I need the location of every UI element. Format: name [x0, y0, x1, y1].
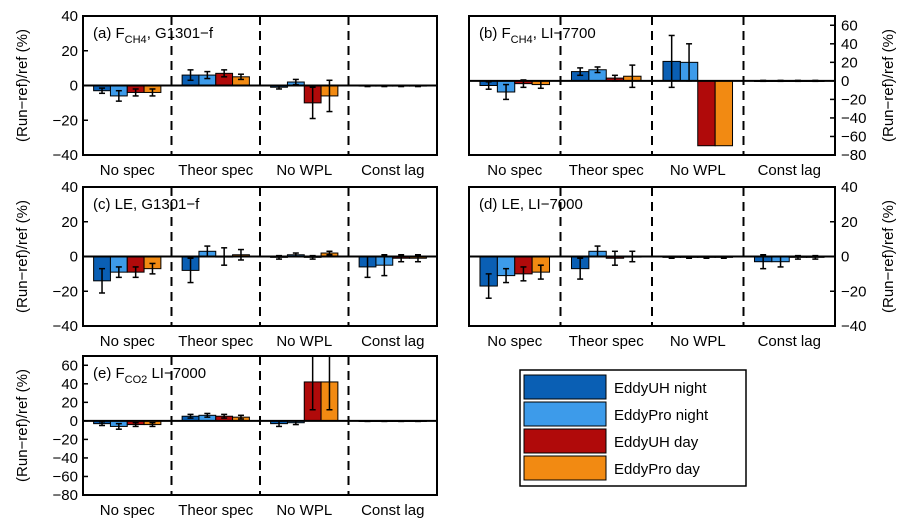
panel-a: −40 −20 0 20 40 (Run−ref)/ref (%) No spec Theor…	[14, 8, 438, 179]
category-label: No WPL	[276, 502, 332, 519]
category-label: Theor spec	[569, 162, 645, 179]
y-tick-label: 0	[841, 249, 849, 266]
category-label: Theor spec	[178, 333, 254, 350]
y-tick-label: −40	[53, 450, 78, 467]
panel-title: (a) FCH4, G1301−f	[93, 25, 214, 46]
legend-swatch	[523, 374, 607, 400]
y-tick-label: −80	[841, 147, 866, 164]
category-label: Const lag	[758, 162, 821, 179]
y-axis-label: (Run−ref)/ref (%)	[14, 200, 31, 313]
category-label: Theor spec	[569, 333, 645, 350]
category-label: No spec	[100, 162, 156, 179]
legend-swatch	[523, 428, 607, 454]
y-tick-label: −60	[53, 468, 78, 485]
y-tick-label: −20	[841, 91, 866, 108]
y-tick-label: 60	[61, 357, 78, 374]
panel-title: (c) LE, G1301−f	[93, 196, 200, 213]
category-label: No spec	[100, 502, 156, 519]
y-tick-label: 0	[841, 73, 849, 90]
category-label: Theor spec	[178, 502, 254, 519]
y-tick-label: −20	[53, 431, 78, 448]
legend-label: EddyUH day	[614, 434, 699, 451]
y-tick-label: −40	[53, 318, 78, 335]
legend: EddyUH night EddyPro night EddyUH day EddyP…	[519, 369, 747, 487]
y-tick-label: 0	[70, 249, 78, 266]
y-tick-label: −60	[841, 128, 866, 145]
category-label: No WPL	[276, 333, 332, 350]
y-tick-label: 0	[70, 413, 78, 430]
y-tick-label: 20	[841, 214, 858, 231]
y-tick-label: −40	[841, 110, 866, 127]
category-label: No WPL	[670, 162, 726, 179]
category-label: Const lag	[361, 333, 424, 350]
y-tick-label: −20	[53, 112, 78, 129]
y-tick-label: 20	[61, 214, 78, 231]
category-label: No spec	[487, 162, 543, 179]
y-tick-label: 20	[61, 43, 78, 60]
y-tick-label: 0	[70, 78, 78, 95]
y-axis-label: (Run−ref)/ref (%)	[14, 369, 31, 482]
y-axis-label: (Run−ref)/ref (%)	[14, 29, 31, 142]
category-label: No WPL	[276, 162, 332, 179]
panel-title: (e) FCO2 LI−7000	[93, 365, 206, 386]
y-tick-label: 20	[841, 54, 858, 71]
y-tick-label: −40	[53, 147, 78, 164]
y-tick-label: 40	[61, 179, 78, 196]
y-tick-label: 20	[61, 394, 78, 411]
y-tick-label: 40	[841, 36, 858, 53]
category-label: No spec	[100, 333, 156, 350]
category-label: Const lag	[361, 162, 424, 179]
y-tick-label: −20	[53, 283, 78, 300]
y-tick-label: 40	[841, 179, 858, 196]
legend-label: EddyUH night	[614, 380, 707, 397]
panel-title: (b) FCH4, LI−7700	[479, 25, 596, 46]
y-axis-label: (Run−ref)/ref (%)	[880, 200, 897, 313]
category-label: Const lag	[361, 502, 424, 519]
legend-swatch	[523, 455, 607, 481]
bar-eddypro-day	[714, 80, 734, 147]
y-tick-label: 40	[61, 376, 78, 393]
bar-eddyuh-day	[697, 80, 716, 147]
legend-swatch	[523, 401, 607, 427]
category-label: No WPL	[670, 333, 726, 350]
legend-label: EddyPro day	[614, 461, 700, 478]
panel-c: −40 −20 0 20 40 (Run−ref)/ref (%) No spec Theor…	[14, 179, 438, 350]
panel-d: −40 −20 0 20 40 (Run−ref)/ref (%) No spec Theor…	[468, 179, 897, 350]
y-tick-label: 40	[61, 8, 78, 25]
y-tick-label: −20	[841, 283, 866, 300]
panel-title: (d) LE, LI−7000	[479, 196, 583, 213]
y-tick-label: −40	[841, 318, 866, 335]
category-label: Theor spec	[178, 162, 254, 179]
legend-label: EddyPro night	[614, 407, 709, 424]
category-label: No spec	[487, 333, 543, 350]
y-tick-label: 60	[841, 17, 858, 34]
y-tick-label: −80	[53, 487, 78, 504]
y-axis-label: (Run−ref)/ref (%)	[880, 29, 897, 142]
category-label: Const lag	[758, 333, 821, 350]
